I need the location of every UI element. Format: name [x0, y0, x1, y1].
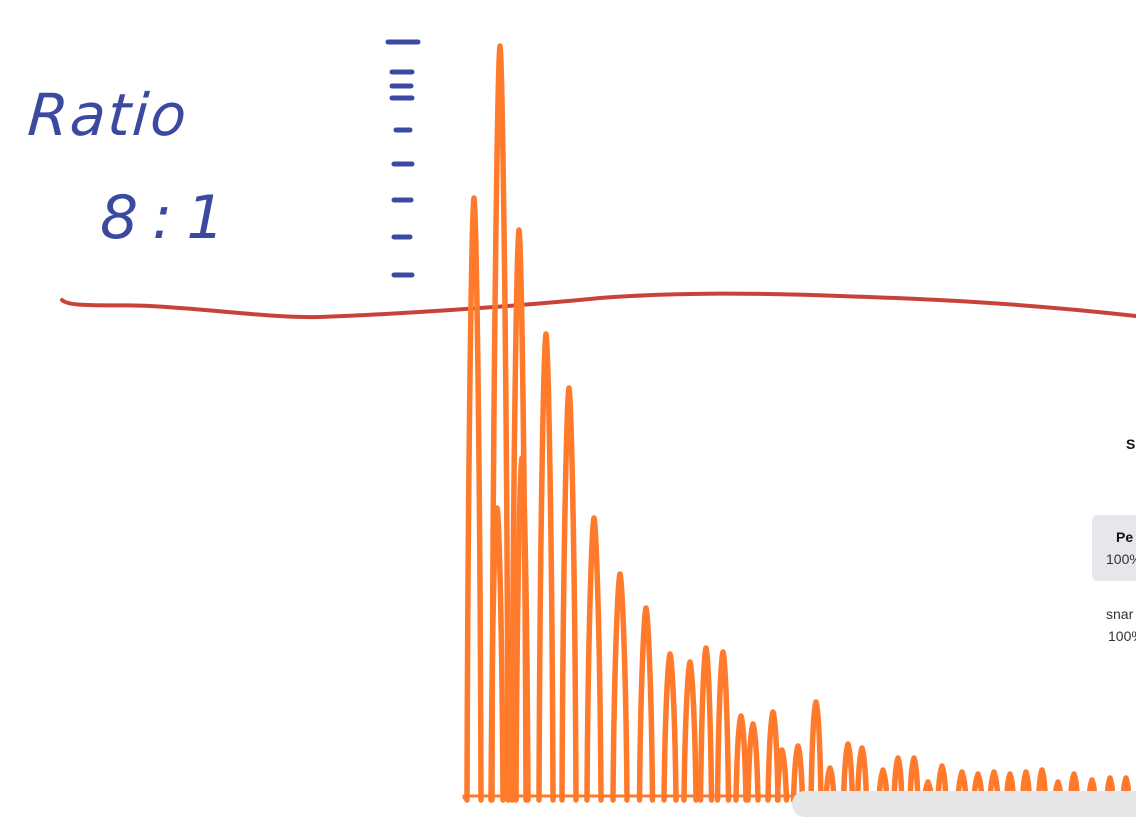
- waveform-spike: [610, 571, 630, 803]
- waveform-spike: [823, 765, 837, 803]
- waveform-spike: [745, 721, 761, 803]
- waveform-spike: [464, 195, 484, 803]
- waveform-spike: [489, 43, 511, 803]
- waveform-spike: [584, 515, 604, 803]
- ratio-label: Ratio: [25, 81, 191, 149]
- waveform-spike: [1104, 775, 1116, 803]
- meter-tick-marks: [385, 39, 421, 278]
- waveform-spike: [935, 763, 949, 803]
- waveform-spike: [513, 455, 531, 803]
- waveform-spike: [790, 743, 806, 803]
- waveform-spike: [971, 771, 985, 803]
- threshold-line: [60, 291, 1136, 320]
- waveform-spike: [765, 709, 781, 803]
- waveform-spike: [714, 649, 732, 803]
- waveform-spike: [840, 741, 856, 803]
- waveform-spike: [697, 645, 715, 803]
- waveform-spike: [636, 605, 656, 803]
- preset-panel: S Pe 100% snar 100%: [1092, 420, 1136, 680]
- waveform-spike: [774, 747, 790, 803]
- waveform-spike: [661, 651, 679, 803]
- waveform-spike: [681, 659, 699, 803]
- waveform-spike: [1120, 775, 1132, 803]
- waveform-spike: [733, 713, 749, 803]
- waveform-spike: [854, 745, 870, 803]
- horizontal-scrollbar[interactable]: [792, 791, 1136, 817]
- waveform-spike: [1003, 771, 1017, 803]
- preset-item-name[interactable]: snar: [1106, 606, 1134, 622]
- preset-item-percent: 100%: [1108, 628, 1136, 644]
- waveform-spike: [536, 331, 556, 803]
- waveform-spike: [488, 505, 506, 803]
- ratio-value: 8:1: [100, 183, 239, 253]
- waveform-spike: [1019, 769, 1033, 803]
- waveform-spike: [987, 769, 1001, 803]
- preset-percent: 100%: [1106, 551, 1136, 567]
- waveform-spike: [808, 699, 824, 803]
- waveform-spike: [955, 769, 969, 803]
- audio-waveform: [462, 43, 1132, 803]
- waveform-spike: [1067, 771, 1081, 803]
- preset-name: Pe: [1116, 529, 1134, 545]
- waveform-spike: [876, 767, 890, 803]
- preset-item-selected[interactable]: Pe 100%: [1092, 515, 1136, 581]
- waveform-spike: [559, 385, 579, 803]
- panel-title: S: [1126, 436, 1136, 452]
- waveform-spike: [891, 755, 905, 803]
- waveform-spike: [1035, 767, 1049, 803]
- waveform-spike: [907, 755, 921, 803]
